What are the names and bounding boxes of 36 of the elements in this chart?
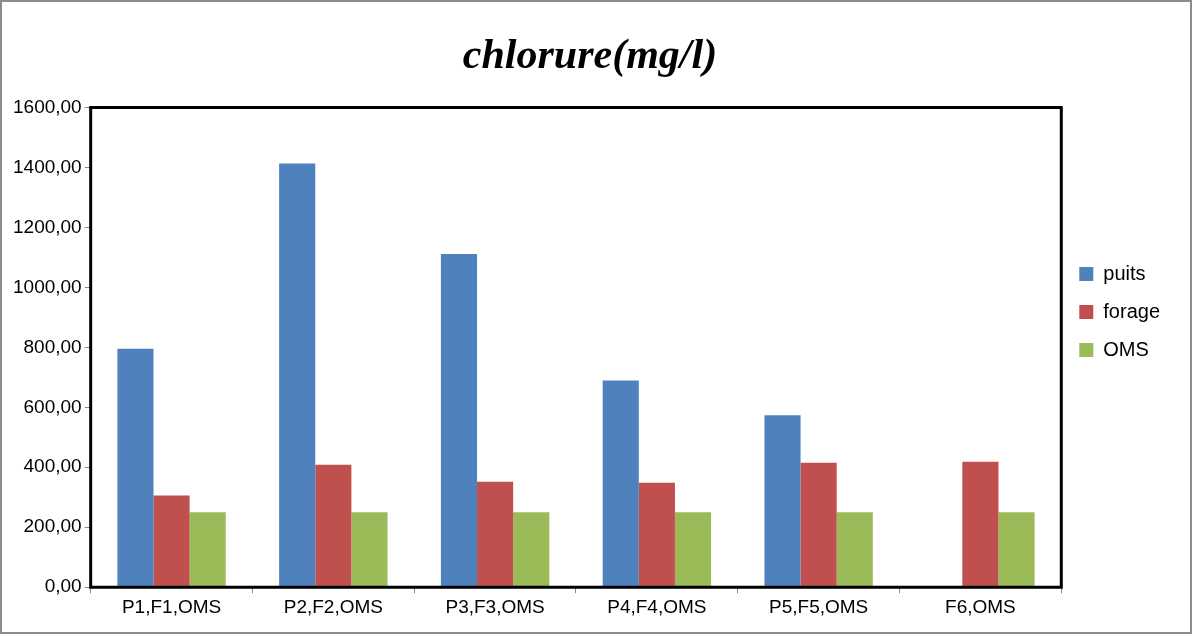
bar (638, 482, 675, 587)
bar (513, 512, 550, 587)
bar (674, 512, 712, 587)
bar (153, 495, 190, 587)
bar (440, 254, 478, 587)
x-tick-label: P3,F3,OMS (445, 595, 545, 617)
legend-label: puits (1103, 261, 1146, 284)
bar (800, 462, 837, 587)
bar (189, 512, 226, 587)
bar (602, 380, 639, 587)
legend-label: OMS (1103, 337, 1149, 360)
bar (998, 512, 1035, 587)
bar (836, 512, 873, 587)
chart-title: chlorure(mg/l) (462, 31, 718, 79)
y-tick-label: 800,00 (23, 335, 82, 357)
bar (477, 481, 514, 587)
y-tick-label: 200,00 (23, 515, 82, 537)
y-tick-label: 600,00 (23, 395, 82, 417)
bar (279, 163, 316, 587)
y-tick-label: 1000,00 (12, 275, 82, 297)
bar (315, 464, 352, 587)
y-tick-label: 1400,00 (12, 155, 82, 177)
y-tick-label: 1600,00 (12, 95, 82, 117)
x-tick-label: F6,OMS (945, 595, 1016, 617)
y-tick-label: 0,00 (44, 575, 82, 597)
legend-label: forage (1103, 299, 1161, 322)
bar (117, 348, 154, 587)
bar (351, 512, 388, 587)
y-tick-label: 1200,00 (12, 215, 82, 237)
x-tick-label: P2,F2,OMS (283, 595, 383, 617)
x-tick-label: P5,F5,OMS (769, 595, 869, 617)
x-tick-label: P1,F1,OMS (121, 595, 222, 617)
x-tick-label: P4,F4,OMS (607, 595, 707, 617)
bar (764, 415, 801, 587)
y-tick-label: 400,00 (23, 455, 82, 477)
bar (962, 461, 999, 587)
